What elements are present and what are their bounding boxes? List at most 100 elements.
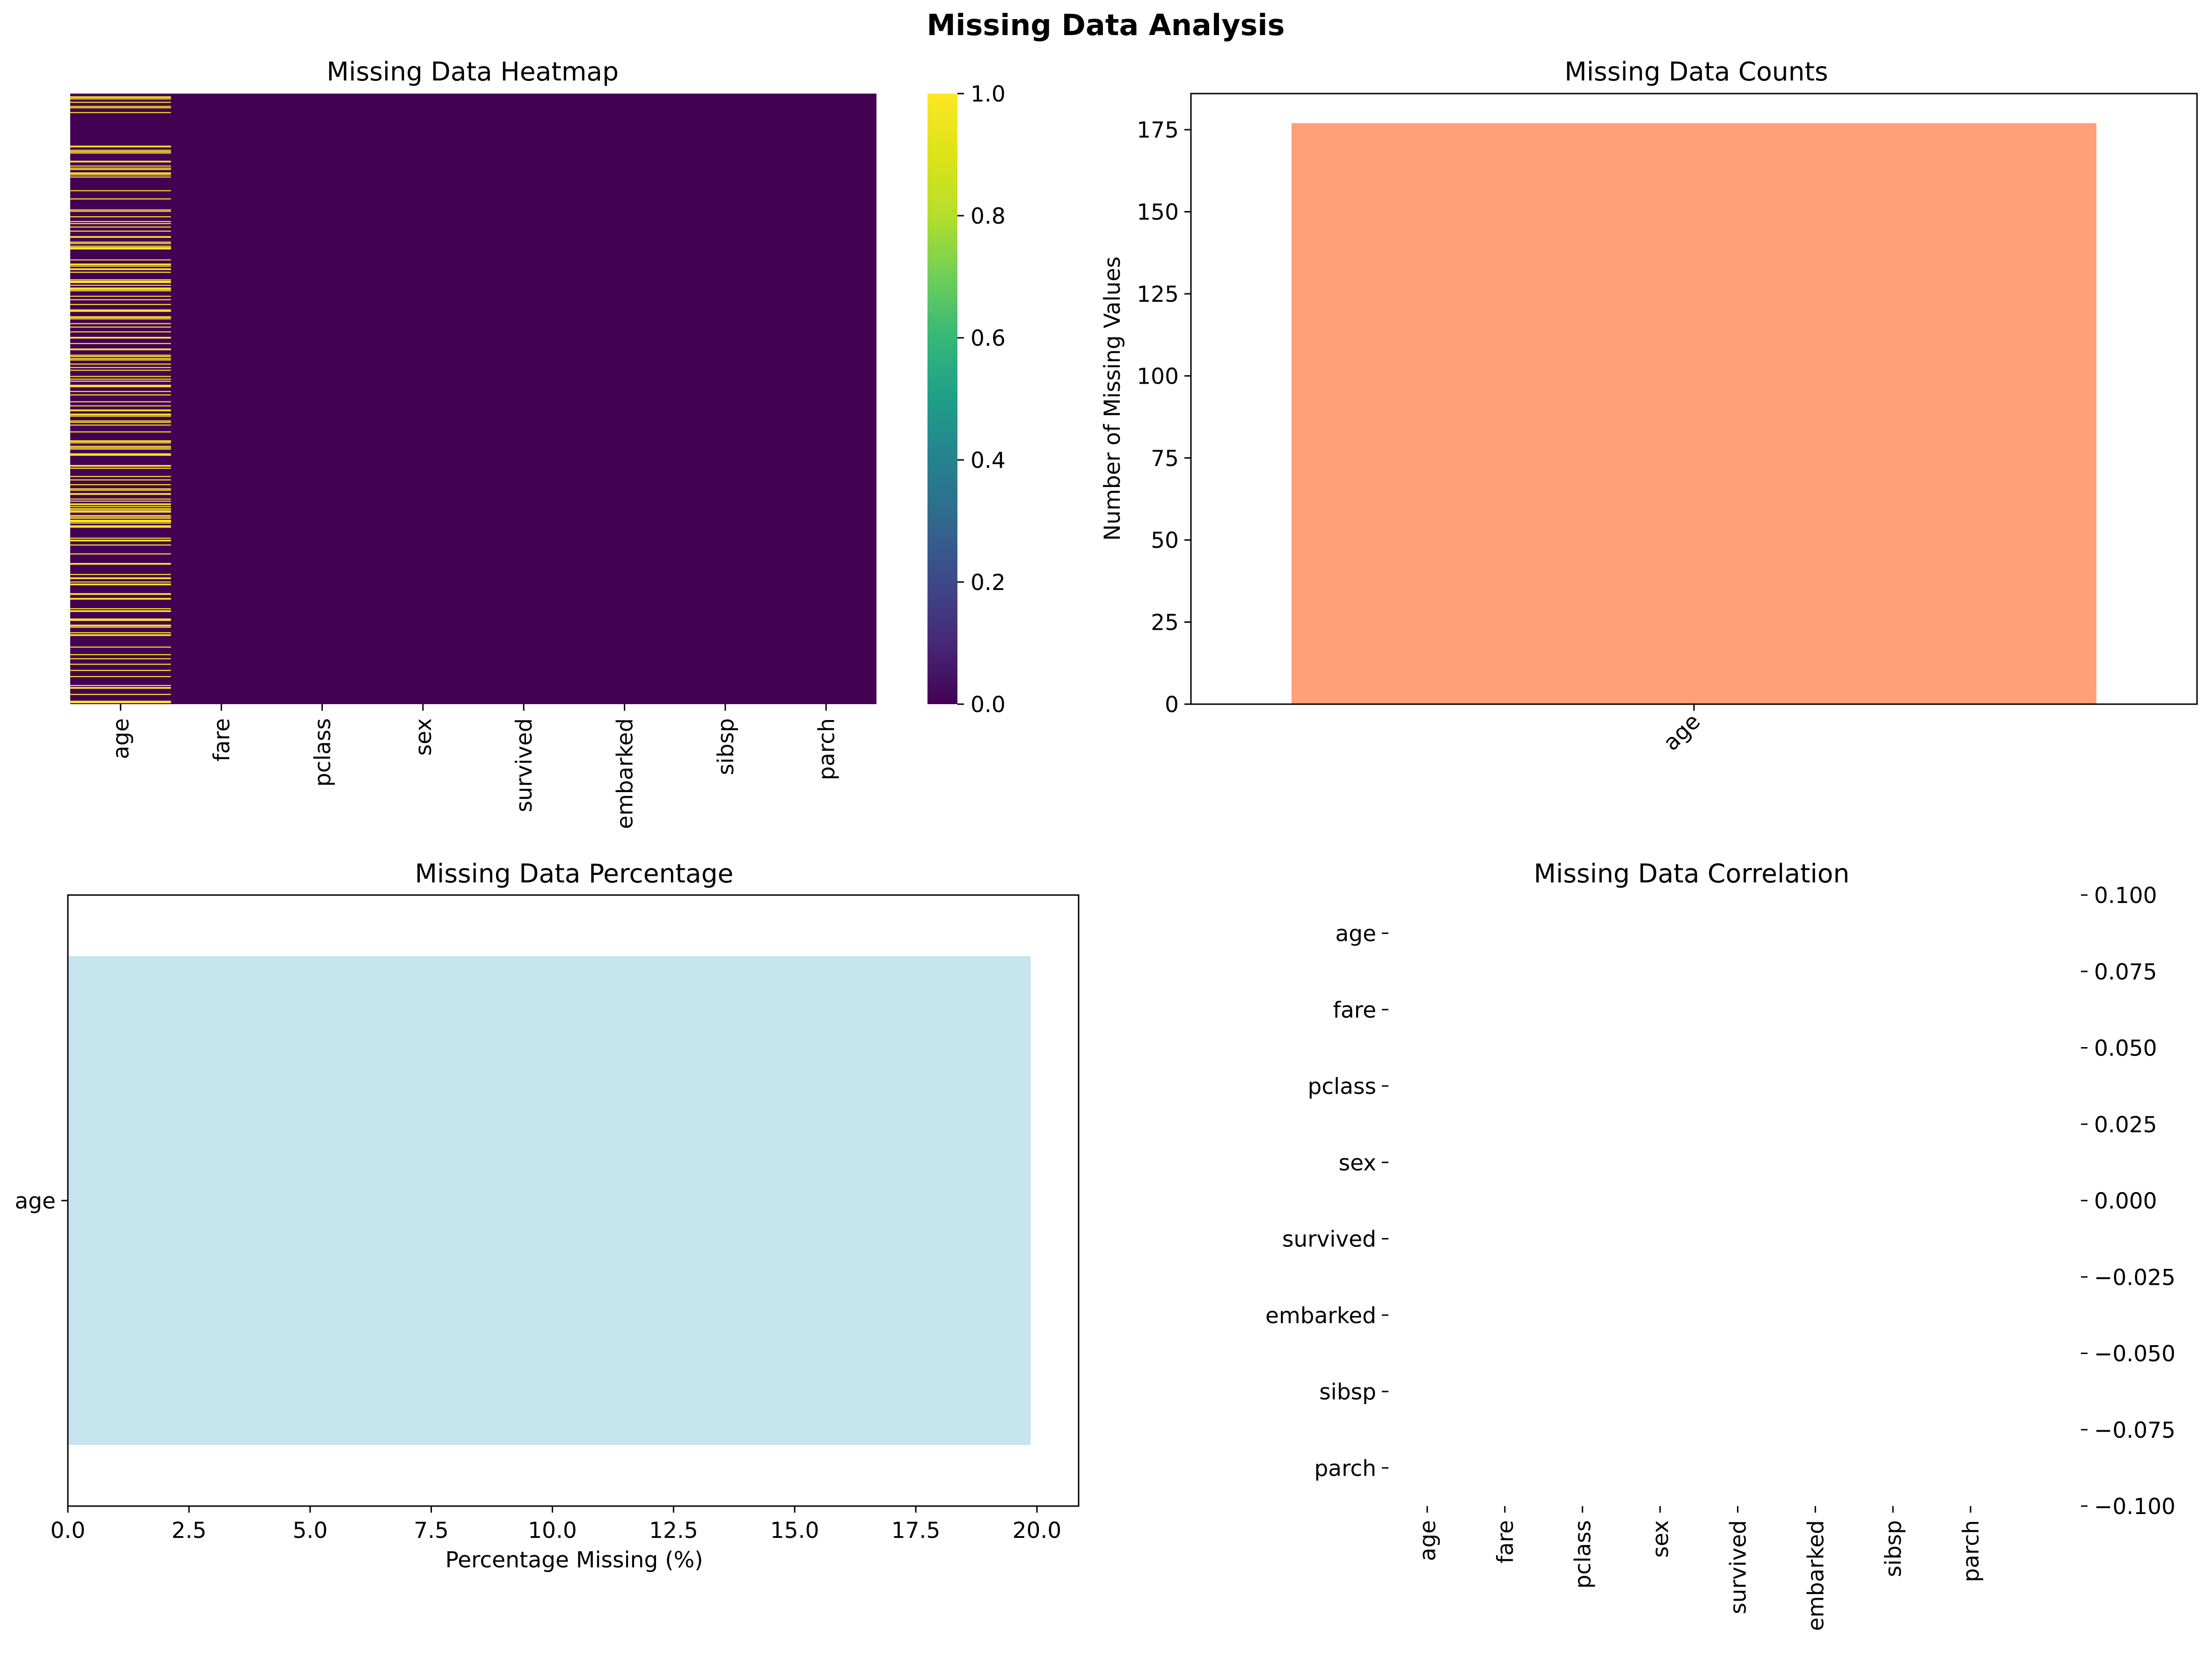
heatmap-missing-cell xyxy=(70,247,171,248)
percentage-bar xyxy=(68,956,1031,1445)
heatmap-missing-cell xyxy=(70,112,171,113)
heatmap-missing-cell xyxy=(70,280,171,282)
counts-y-tick-label: 150 xyxy=(1137,200,1179,226)
colorbar-tick-label: 0.2 xyxy=(971,570,1006,596)
heatmap-missing-cell xyxy=(70,311,171,312)
heatmap-missing-cell xyxy=(70,279,171,281)
heatmap-missing-cell xyxy=(70,358,171,359)
heatmap-missing-cell xyxy=(70,161,171,163)
heatmap-missing-cell xyxy=(70,198,171,200)
heatmap-missing-cell xyxy=(70,484,171,486)
counts-y-tick-label: 175 xyxy=(1137,117,1179,143)
percentage-x-label: Percentage Missing (%) xyxy=(445,1547,703,1573)
heatmap-missing-cell xyxy=(70,209,171,211)
percentage-x-tick-label: 5.0 xyxy=(292,1518,328,1544)
heatmap-missing-cell xyxy=(70,577,171,579)
percentage-x-tick-label: 15.0 xyxy=(770,1518,819,1544)
correlation-x-tick-label: fare xyxy=(1493,1520,1518,1564)
colorbar-tick-label: 1.0 xyxy=(971,81,1006,107)
correlation-colorbar-ticks: 0.100 0.075 0.050 0.025 0.000 −0.025 −0.050 −0.… xyxy=(2081,883,2175,1520)
heatmap-missing-cell xyxy=(70,413,171,415)
heatmap-missing-cell xyxy=(70,102,171,103)
heatmap-missing-cell xyxy=(70,525,171,526)
counts-bar xyxy=(1292,123,2096,705)
heatmap-missing-cell xyxy=(70,356,171,357)
heatmap-missing-cell xyxy=(70,415,171,417)
correlation-x-tick-label: embarked xyxy=(1803,1520,1829,1631)
heatmap-missing-cell xyxy=(70,538,171,539)
heatmap-missing-cell xyxy=(70,670,171,671)
heatmap-missing-cell xyxy=(70,190,171,191)
heatmap-missing-cell xyxy=(70,626,171,628)
heatmap-missing-cell xyxy=(70,296,171,297)
heatmap-missing-cell xyxy=(70,289,171,290)
heatmap-missing-cell xyxy=(70,394,171,396)
heatmap-x-tick-label: fare xyxy=(209,718,235,762)
heatmap-missing-cell xyxy=(70,563,171,564)
counts-y-tick-label: 75 xyxy=(1151,446,1179,472)
heatmap-missing-cell xyxy=(70,343,171,344)
heatmap-missing-cell xyxy=(70,380,171,382)
heatmap-missing-cell xyxy=(70,521,171,523)
heatmap-x-tick-label: survived xyxy=(511,718,537,812)
correlation-y-tick-label: embarked xyxy=(1265,1303,1376,1329)
correlation-y-ticks: age fare pclass sex survived embarked sibsp par… xyxy=(1265,921,1388,1481)
heatmap-missing-cell xyxy=(70,348,171,350)
figure-title: Missing Data Analysis xyxy=(927,8,1285,42)
heatmap-missing-cell xyxy=(70,172,171,174)
heatmap-missing-cell xyxy=(70,420,171,422)
heatmap-missing-cell xyxy=(70,243,171,244)
percentage-x-tick-label: 0.0 xyxy=(51,1518,86,1544)
heatmap-missing-cell xyxy=(70,359,171,361)
heatmap-missing-cell xyxy=(70,489,171,491)
heatmap-missing-cell xyxy=(70,336,171,338)
heatmap-title: Missing Data Heatmap xyxy=(327,57,619,87)
counts-y-tick-label: 0 xyxy=(1165,692,1179,718)
heatmap-missing-cell xyxy=(70,646,171,648)
heatmap-x-tick-label: sibsp xyxy=(713,718,739,775)
heatmap-missing-cell xyxy=(70,454,171,455)
correlation-colorbar-tick-label: −0.050 xyxy=(2094,1341,2175,1367)
heatmap-missing-cell xyxy=(70,236,171,237)
heatmap-missing-cell xyxy=(70,391,171,392)
missing-data-counts-panel: Missing Data Counts 0255075100125150175 … xyxy=(1100,57,2198,756)
heatmap-missing-cell xyxy=(70,237,171,238)
correlation-y-tick-label: fare xyxy=(1333,998,1376,1023)
correlation-y-tick-label: pclass xyxy=(1307,1074,1376,1100)
heatmap-missing-cell xyxy=(70,598,171,600)
colorbar-tick-label: 0.8 xyxy=(971,204,1006,229)
heatmap-missing-cell xyxy=(70,445,171,447)
heatmap-missing-cell xyxy=(70,442,171,444)
correlation-x-tick-label: pclass xyxy=(1570,1520,1596,1589)
heatmap-missing-cell xyxy=(70,619,171,620)
heatmap-missing-cell xyxy=(70,282,171,283)
heatmap-x-tick-label: sex xyxy=(411,718,437,756)
correlation-y-tick-label: sex xyxy=(1339,1150,1376,1176)
percentage-title: Missing Data Percentage xyxy=(415,859,734,888)
missing-data-percentage-panel: Missing Data Percentage 0.0 2.5 5.0 7.5 10.0… xyxy=(15,859,1080,1573)
correlation-colorbar-tick-label: 0.050 xyxy=(2094,1036,2157,1062)
correlation-y-tick-label: survived xyxy=(1282,1227,1376,1252)
heatmap-x-tick-label: embarked xyxy=(613,718,638,829)
heatmap-missing-cell xyxy=(70,498,171,500)
heatmap-missing-cell xyxy=(70,422,171,423)
heatmap-missing-cell xyxy=(70,493,171,495)
heatmap-missing-cell xyxy=(70,563,171,565)
heatmap-missing-cell xyxy=(70,574,171,575)
heatmap-missing-cell xyxy=(70,663,171,665)
heatmap-missing-cell xyxy=(70,511,171,513)
heatmap-missing-cell xyxy=(70,264,171,265)
heatmap-missing-cell xyxy=(70,676,171,677)
heatmap-missing-cell xyxy=(70,176,171,178)
percentage-y-tick-label: age xyxy=(15,1188,56,1214)
correlation-colorbar-tick-label: −0.100 xyxy=(2094,1494,2175,1520)
heatmap-missing-cell xyxy=(70,96,171,98)
heatmap-missing-cell xyxy=(70,687,171,689)
heatmap-missing-cell xyxy=(70,259,171,261)
heatmap-missing-cell xyxy=(70,405,171,407)
heatmap-missing-cell xyxy=(70,454,171,456)
heatmap-missing-cell xyxy=(70,355,171,356)
heatmap-missing-cell xyxy=(70,540,171,542)
counts-y-tick-label: 125 xyxy=(1137,282,1179,307)
heatmap-x-ticks: age fare pclass sex survived embarked sibsp par… xyxy=(109,704,840,829)
